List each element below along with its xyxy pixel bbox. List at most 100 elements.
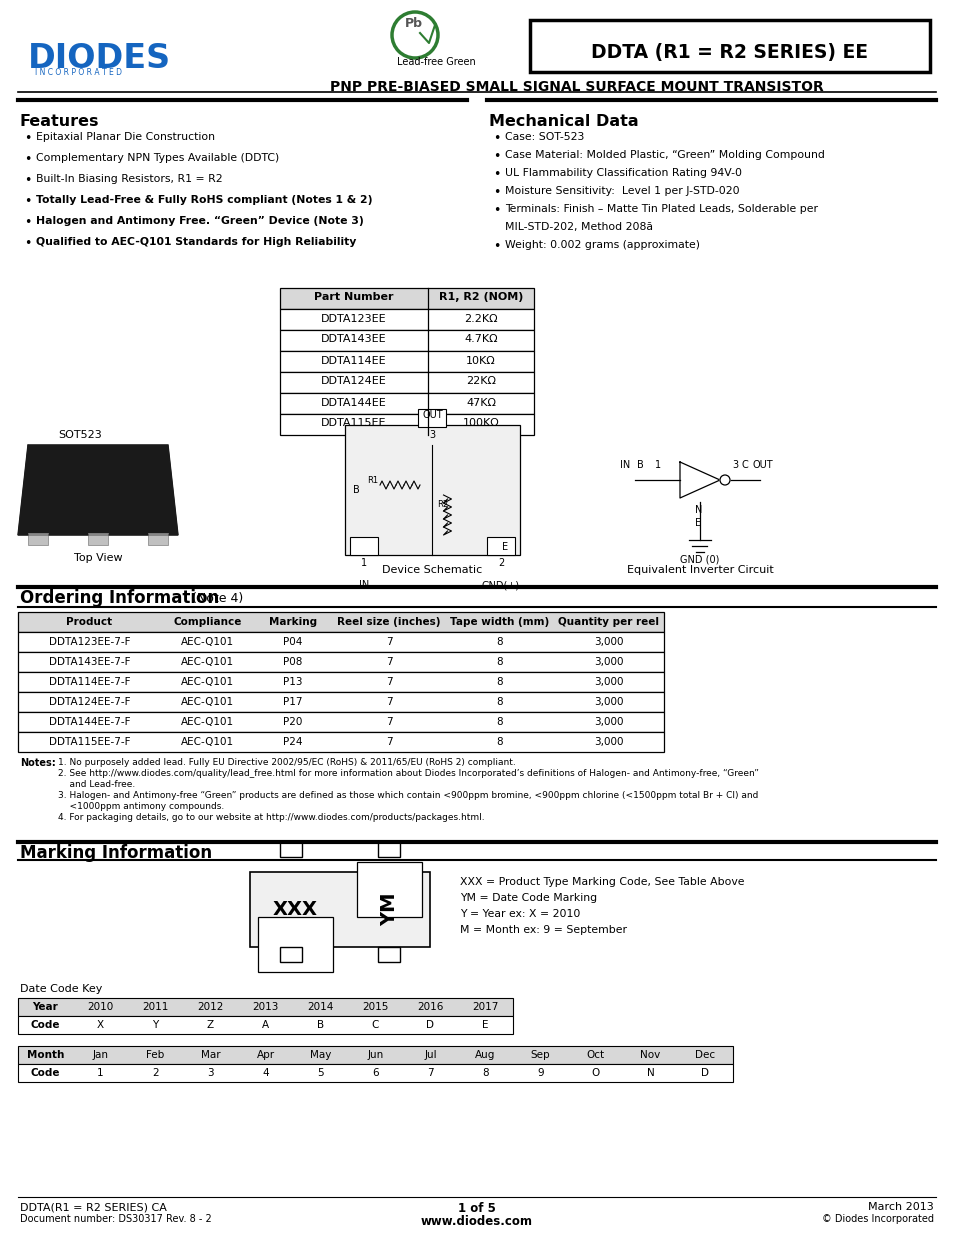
Text: Nov: Nov [639,1050,659,1060]
Text: Totally Lead-Free & Fully RoHS compliant (Notes 1 & 2): Totally Lead-Free & Fully RoHS compliant… [36,195,372,205]
Text: P04: P04 [283,637,302,647]
Bar [250,872,430,947]
Text: YM: YM [379,893,398,926]
Text: •: • [24,195,31,207]
Text: 8: 8 [497,677,503,687]
Text: © Diodes Incorporated: © Diodes Incorporated [821,1214,933,1224]
Text: •: • [493,186,500,199]
Text: D: D [700,1068,709,1078]
Text: Case: SOT-523: Case: SOT-523 [504,132,584,142]
Text: Built-In Biasing Resistors, R1 = R2: Built-In Biasing Resistors, R1 = R2 [36,174,222,184]
Bar [345,425,519,555]
Text: C: C [741,459,748,471]
Bar [18,1046,732,1065]
Bar [18,672,663,692]
Text: N: N [646,1068,654,1078]
Text: E: E [695,517,700,529]
Text: 3: 3 [429,430,436,440]
Text: Case Material: Molded Plastic, “Green” Molding Compound: Case Material: Molded Plastic, “Green” M… [504,149,824,161]
Text: DDTA (R1 = R2 SERIES) EE: DDTA (R1 = R2 SERIES) EE [591,43,867,62]
Text: •: • [493,132,500,144]
Text: DDTA123EE: DDTA123EE [321,314,386,324]
Text: DIODES: DIODES [28,42,171,75]
Text: Jan: Jan [92,1050,109,1060]
Text: O: O [591,1068,599,1078]
Text: •: • [493,168,500,182]
Text: 2010: 2010 [88,1002,113,1011]
Text: Moisture Sensitivity:  Level 1 per J-STD-020: Moisture Sensitivity: Level 1 per J-STD-… [504,186,739,196]
Text: Terminals: Finish – Matte Tin Plated Leads, Solderable per: Terminals: Finish – Matte Tin Plated Lea… [504,204,817,214]
Text: AEC-Q101: AEC-Q101 [181,677,233,687]
Text: P08: P08 [283,657,302,667]
Bar [280,414,534,435]
Text: Jul: Jul [424,1050,436,1060]
Text: Month: Month [27,1050,64,1060]
Circle shape [720,475,729,485]
Text: 3,000: 3,000 [594,657,623,667]
Text: 8: 8 [497,697,503,706]
Text: YM = Date Code Marking: YM = Date Code Marking [459,893,597,903]
Bar [18,692,663,713]
Text: •: • [24,174,31,186]
Bar [280,288,534,309]
Text: XXX = Product Type Marking Code, See Table Above: XXX = Product Type Marking Code, See Tab… [459,877,743,887]
Text: March 2013: March 2013 [867,1202,933,1212]
Text: Sep: Sep [530,1050,550,1060]
Text: 2: 2 [152,1068,158,1078]
Text: B: B [316,1020,324,1030]
Text: Part Number: Part Number [314,293,394,303]
Bar [418,409,446,427]
Text: •: • [24,132,31,144]
Text: May: May [310,1050,331,1060]
Text: 7: 7 [385,718,392,727]
Text: 2011: 2011 [142,1002,169,1011]
Text: Quantity per reel: Quantity per reel [558,618,659,627]
Text: DDTA(R1 = R2 SERIES) CA: DDTA(R1 = R2 SERIES) CA [20,1202,167,1212]
Bar [18,613,663,632]
Text: DDTA124EE-7-F: DDTA124EE-7-F [49,697,131,706]
Text: (Note 4): (Note 4) [192,592,243,605]
Text: 7: 7 [385,657,392,667]
Text: Lead-free Green: Lead-free Green [396,57,476,67]
Text: E: E [482,1020,488,1030]
Text: 2012: 2012 [197,1002,223,1011]
Text: Apr: Apr [256,1050,274,1060]
Text: 100KΩ: 100KΩ [462,419,498,429]
Text: Z: Z [207,1020,213,1030]
Text: Features: Features [20,114,99,128]
Text: B: B [353,485,359,495]
Text: R1, R2 (NOM): R1, R2 (NOM) [438,293,522,303]
Text: GND (0): GND (0) [679,555,719,564]
Bar [280,947,302,962]
Text: 8: 8 [481,1068,488,1078]
Text: 2015: 2015 [362,1002,388,1011]
Text: 1 of 5: 1 of 5 [457,1202,496,1215]
Bar [280,330,534,351]
Text: <1000ppm antimony compounds.: <1000ppm antimony compounds. [58,802,224,811]
Text: DDTA114EE: DDTA114EE [321,356,386,366]
Bar [280,372,534,393]
Polygon shape [18,445,178,535]
Text: 2016: 2016 [416,1002,443,1011]
Text: 4.7KΩ: 4.7KΩ [464,335,497,345]
Text: Top View: Top View [73,553,122,563]
Text: Device Schematic: Device Schematic [382,564,482,576]
Text: Tape width (mm): Tape width (mm) [450,618,549,627]
Text: Halogen and Antimony Free. “Green” Device (Note 3): Halogen and Antimony Free. “Green” Devic… [36,216,363,226]
Text: •: • [493,204,500,217]
Bar [18,632,663,652]
Text: 3,000: 3,000 [594,637,623,647]
Text: Code: Code [30,1068,60,1078]
Text: AEC-Q101: AEC-Q101 [181,657,233,667]
Text: 3. Halogen- and Antimony-free “Green” products are defined as those which contai: 3. Halogen- and Antimony-free “Green” pr… [58,790,758,800]
Text: R2: R2 [437,500,448,509]
Bar [280,842,302,857]
Bar [377,947,399,962]
Text: 7: 7 [427,1068,434,1078]
Text: Weight: 0.002 grams (approximate): Weight: 0.002 grams (approximate) [504,240,700,249]
Text: 3: 3 [207,1068,213,1078]
Text: DDTA143EE: DDTA143EE [321,335,386,345]
Text: AEC-Q101: AEC-Q101 [181,637,233,647]
Text: OUT: OUT [752,459,773,471]
Text: Mar: Mar [200,1050,220,1060]
